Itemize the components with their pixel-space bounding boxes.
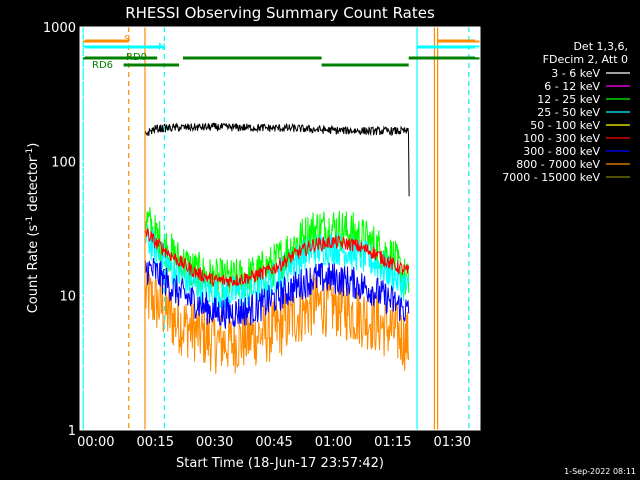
x-tick-label: 01:30 — [434, 435, 471, 450]
axes-layer: 00:00 00:15 00:30 00:45 01:00 01:15 01:30 1 10 10… — [43, 21, 481, 450]
flag-label-rd6: RD6 — [92, 60, 113, 71]
footer-timestamp: 1-Sep-2022 08:11 — [564, 467, 636, 476]
vertical-lines-layer — [82, 27, 470, 430]
y-tick-label: 100 — [51, 155, 76, 170]
series-line-800to7000keV — [144, 264, 410, 375]
y-tick-label: 1 — [68, 424, 76, 439]
legend-entry-label: 3 - 6 keV — [551, 67, 600, 80]
legend-header-decimation: FDecim 2, Att 0 — [543, 53, 628, 66]
flag-label-n: N — [158, 42, 165, 53]
chart-title: RHESSI Observing Summary Count Rates — [125, 4, 435, 22]
plot-frame — [79, 26, 481, 431]
legend-entry-label: 300 - 800 keV — [523, 145, 600, 158]
series-line-100to300keV — [144, 228, 410, 288]
legend-entry-label: 7000 - 15000 keV — [502, 171, 600, 184]
plot-background — [80, 27, 480, 430]
x-tick-label: 01:15 — [374, 435, 411, 450]
legend-entry-label: 25 - 50 keV — [537, 106, 600, 119]
series-layer — [144, 122, 410, 375]
x-tick-label: 01:00 — [315, 435, 352, 450]
legend-entry-label: 100 - 300 keV — [523, 132, 600, 145]
legend-header-detectors: Det 1,3,6, — [573, 40, 628, 53]
legend-entry-label: 6 - 12 keV — [544, 80, 600, 93]
x-tick-label: 00:15 — [137, 435, 174, 450]
x-axis-label: Start Time (18-Jun-17 23:57:42) — [176, 456, 384, 471]
x-tick-label: 00:45 — [255, 435, 292, 450]
y-tick-label: 1000 — [43, 21, 76, 36]
x-tick-label: 00:30 — [196, 435, 233, 450]
x-tick-label: 00:00 — [77, 435, 114, 450]
flag-bars-layer: S N RD0 RD6 — [83, 34, 480, 71]
flag-label-rd0: RD0 — [126, 52, 147, 63]
series-line-3to6keV — [144, 122, 410, 197]
series-line-25to50keV — [144, 224, 410, 311]
legend-entry-label: 12 - 25 keV — [537, 93, 600, 106]
y-axis-label: Count Rate (s-1 detector-1) — [25, 143, 41, 314]
series-line-300to800keV — [144, 257, 410, 329]
legend-entry-label: 50 - 100 keV — [530, 119, 600, 132]
y-tick-label: 10 — [59, 290, 76, 305]
legend-entry-label: 800 - 7000 keV — [516, 158, 600, 171]
flag-label-s: S — [124, 34, 130, 45]
